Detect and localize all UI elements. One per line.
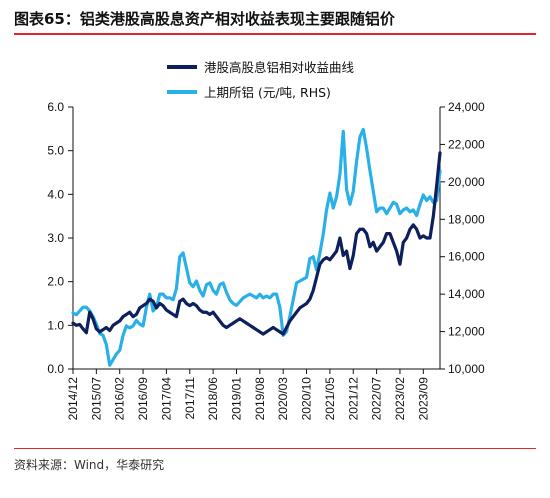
x-tick-label: 2015/07 — [89, 377, 103, 421]
x-tick-label: 2020/03 — [276, 377, 290, 421]
y-right-tick-label: 10,000 — [448, 362, 485, 376]
x-tick-label: 2016/09 — [136, 377, 150, 421]
y-right-tick-label: 12,000 — [448, 325, 485, 339]
series-lines — [71, 127, 442, 367]
y-left-tick-label: 4.0 — [47, 187, 64, 201]
axes: 0.0 1.0 2.0 3.0 4.0 5.0 6.0 10,000 12,000 14,000 1… — [47, 100, 485, 420]
x-tick-label: 2021/12 — [346, 377, 360, 421]
figure-title: 图表65：铝类港股高股息资产相对收益表现主要跟随铝价 — [14, 6, 534, 32]
legend-label-series-2: 上期所铝 (元/吨, RHS) — [204, 85, 331, 100]
figure-title-text: 铝类港股高股息资产相对收益表现主要跟随铝价 — [79, 10, 395, 28]
y-right-tick-label: 20,000 — [448, 175, 485, 189]
title-rule — [14, 33, 536, 35]
y-left-tick-label: 0.0 — [47, 362, 64, 376]
x-tick-label: 2017/04 — [159, 377, 173, 421]
y-left-tick-label: 2.0 — [47, 275, 64, 289]
y-left-tick-label: 6.0 — [47, 100, 64, 114]
y-left-tick-label: 5.0 — [47, 144, 64, 158]
bottom-rule — [14, 448, 536, 449]
y-left-tick-label: 1.0 — [47, 318, 64, 332]
source-note: 资料来源：Wind，华泰研究 — [14, 458, 165, 472]
x-tick-label: 2020/10 — [300, 377, 314, 421]
series-line-shfe-aluminum — [71, 127, 442, 367]
legend: 港股高股息铝相对收益曲线 上期所铝 (元/吨, RHS) — [167, 60, 355, 100]
figure-label: 图表65： — [14, 10, 80, 28]
series-line-relative-return — [71, 151, 442, 336]
x-tick-label: 2014/12 — [66, 377, 80, 421]
y-right-tick-label: 16,000 — [448, 250, 485, 264]
y-right-tick-label: 22,000 — [448, 137, 485, 151]
legend-label-series-1: 港股高股息铝相对收益曲线 — [204, 60, 355, 75]
y-left-tick-label: 3.0 — [47, 231, 64, 245]
x-tick-label: 2019/01 — [229, 377, 243, 421]
x-tick-label: 2018/06 — [206, 377, 220, 421]
x-tick-label: 2023/09 — [416, 377, 430, 421]
x-tick-label: 2022/07 — [370, 377, 384, 421]
y-right-tick-label: 24,000 — [448, 100, 485, 114]
x-tick-label: 2017/11 — [183, 377, 197, 420]
line-chart: 港股高股息铝相对收益曲线 上期所铝 (元/吨, RHS) 0.0 1.0 2.0 3.… — [47, 60, 485, 420]
x-tick-label: 2023/02 — [393, 377, 407, 421]
y-right-tick-label: 14,000 — [448, 287, 485, 301]
x-tick-label: 2019/08 — [253, 377, 267, 421]
x-tick-label: 2021/05 — [323, 377, 337, 421]
y-right-tick-label: 18,000 — [448, 212, 485, 226]
x-tick-label: 2016/02 — [113, 377, 127, 421]
